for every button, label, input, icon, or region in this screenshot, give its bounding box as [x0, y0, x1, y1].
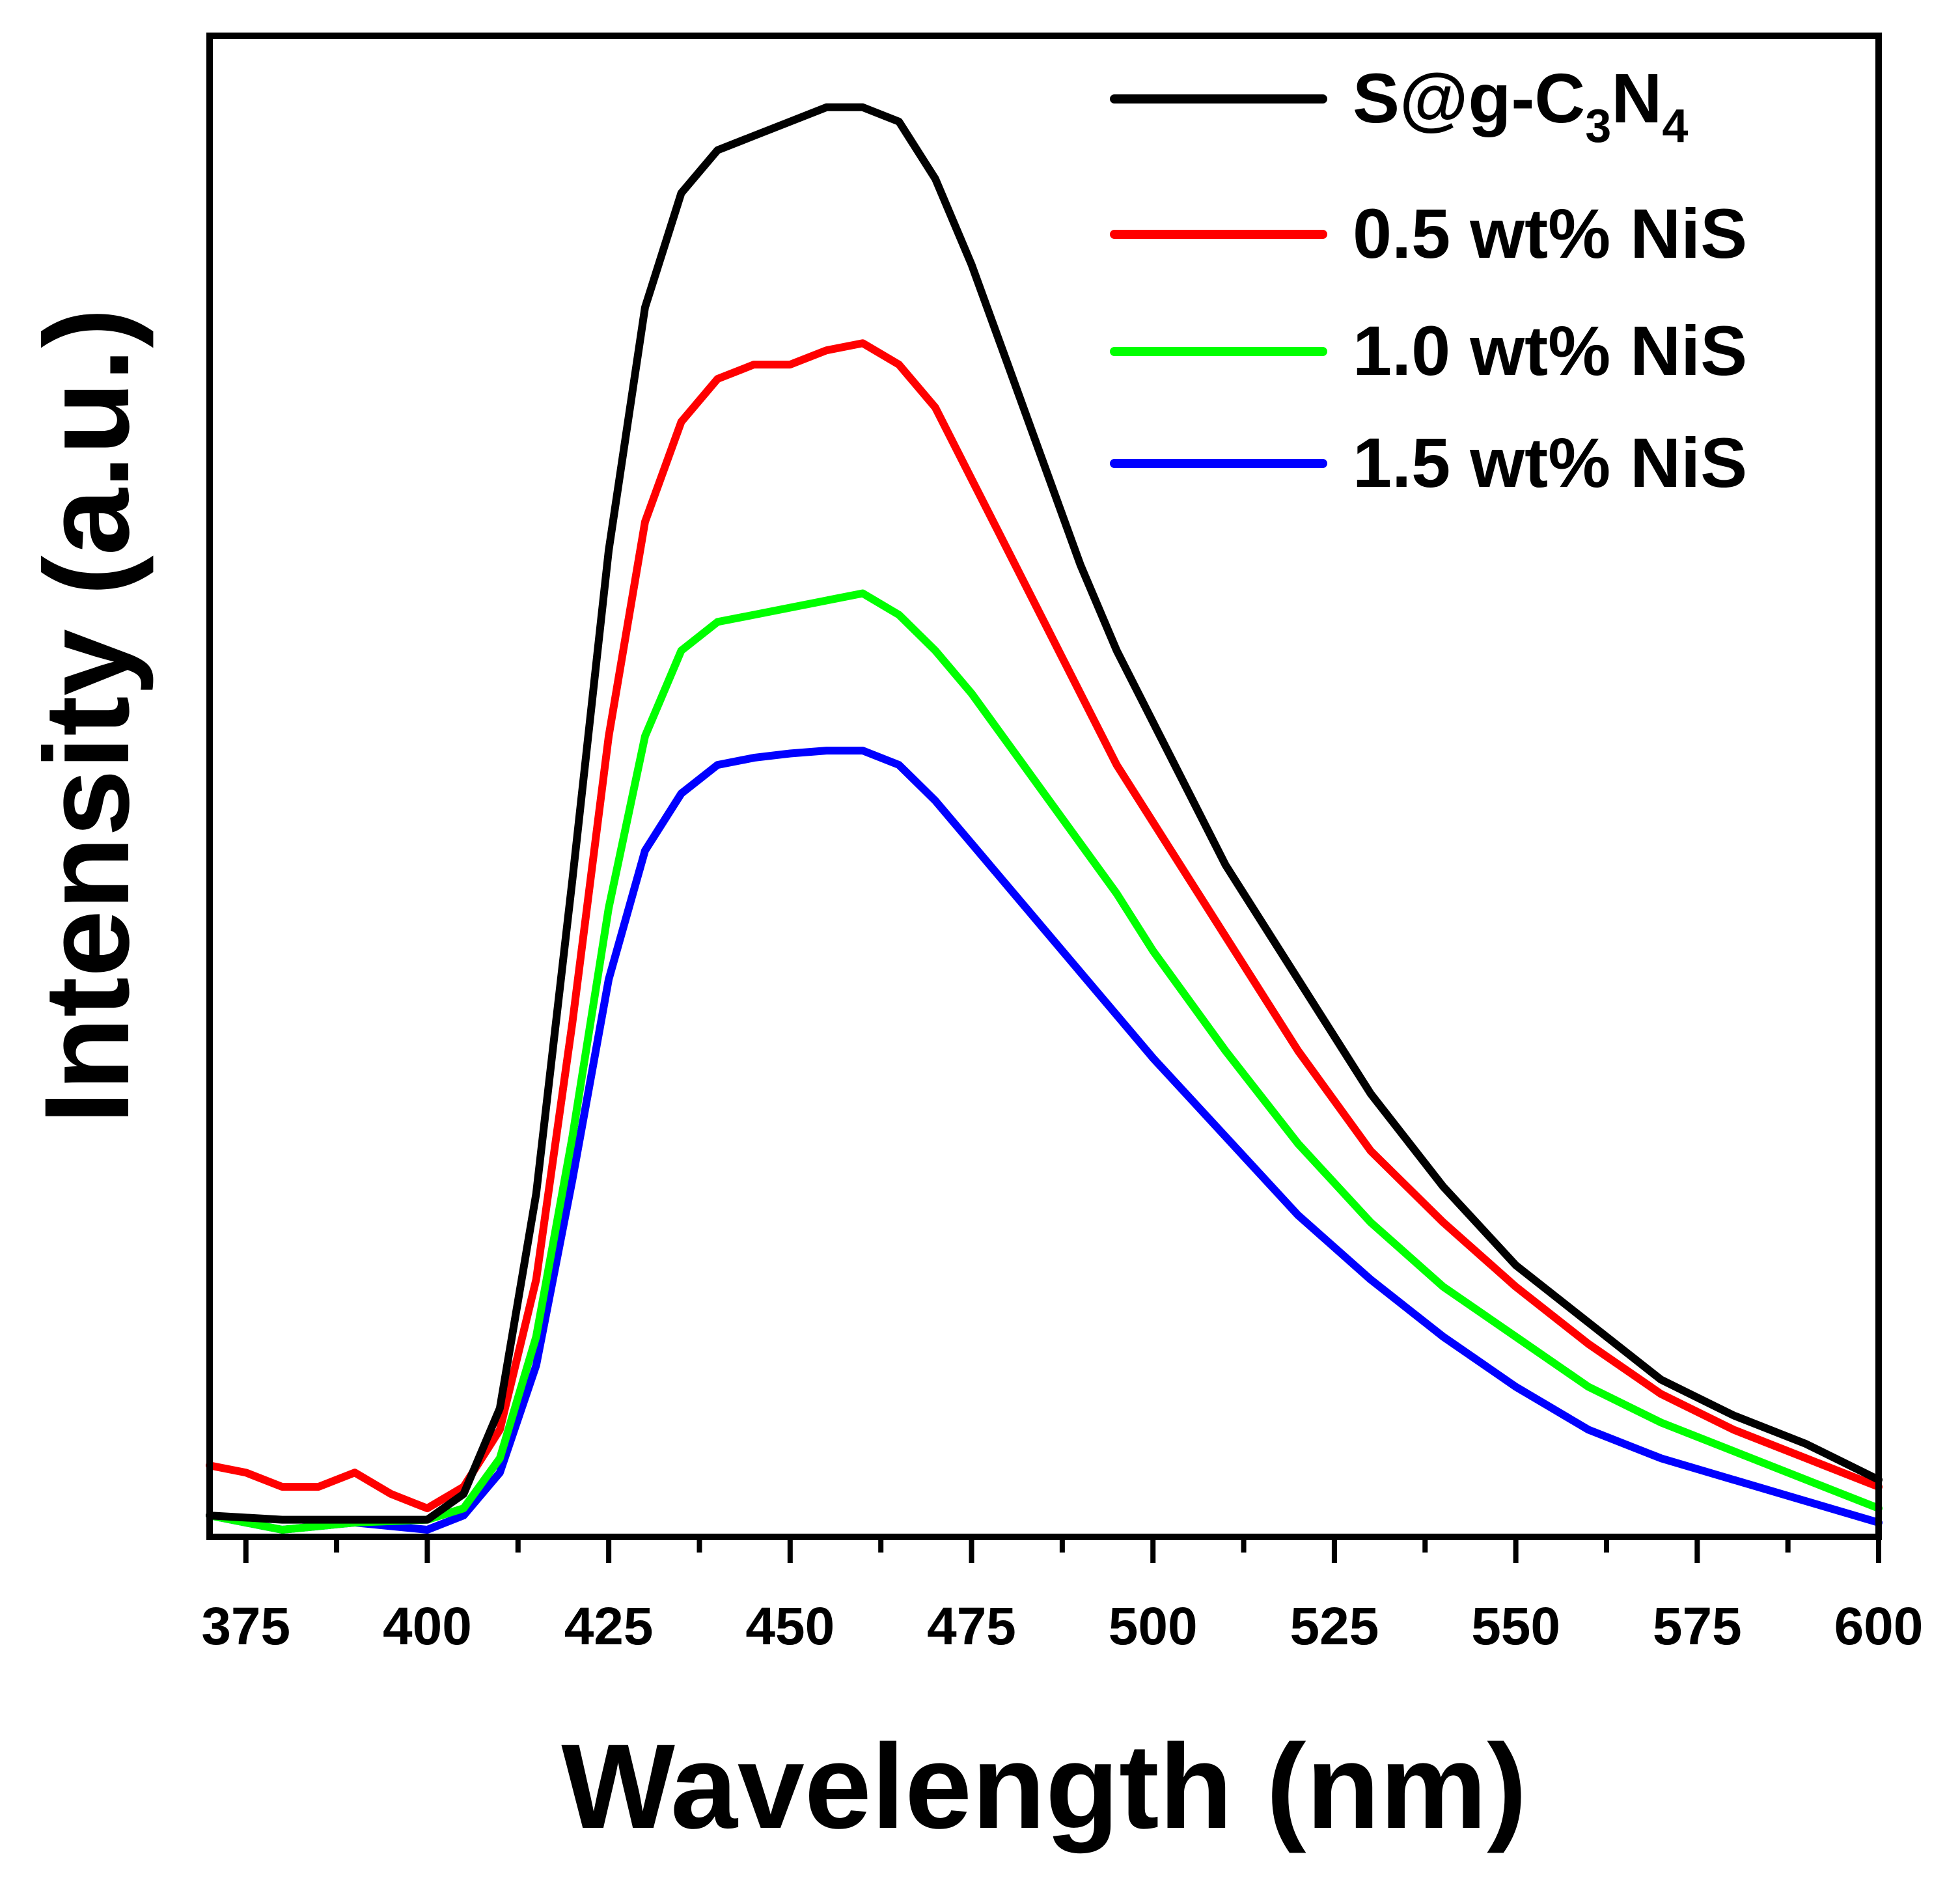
x-tick-label: 575 [1653, 1597, 1742, 1656]
x-tick-label: 525 [1290, 1597, 1379, 1656]
legend-label-0-5-wt-nis: 0.5 wt% NiS [1353, 194, 1747, 273]
legend-label-1-0-wt-nis: 1.0 wt% NiS [1353, 311, 1747, 390]
series-line-0-5-wt-nis [206, 339, 1883, 1513]
series-line-1-0-wt-nis [206, 589, 1883, 1534]
x-tick-label: 425 [564, 1597, 654, 1656]
x-tick-label: 375 [201, 1597, 290, 1656]
x-tick-label: 600 [1834, 1597, 1924, 1656]
x-tick-label: 475 [927, 1597, 1016, 1656]
x-tick-label: 450 [745, 1597, 835, 1656]
plot-frame [206, 33, 1882, 1540]
x-axis-tick-labels: 375 400 425 450 475 500 525 550 575 600 [201, 1597, 1923, 1656]
x-tick-label: 500 [1109, 1597, 1198, 1656]
x-tick-label: 400 [383, 1597, 472, 1656]
y-axis-title: Intensity (a.u.) [20, 308, 154, 1124]
series-line-s-g-c3n4 [206, 103, 1883, 1524]
x-axis-title: Wavelength (nm) [561, 1720, 1526, 1854]
legend-label-1-5-wt-nis: 1.5 wt% NiS [1353, 423, 1747, 502]
series-line-1-5-wt-nis [206, 747, 1883, 1534]
legend: S@g-C3N4 0.5 wt% NiS 1.0 wt% NiS 1.5 wt%… [1110, 59, 1747, 502]
x-axis-ticks [243, 1537, 1881, 1563]
x-tick-label: 550 [1471, 1597, 1560, 1656]
series-layer [206, 103, 1883, 1534]
legend-label-s-g-c3n4: S@g-C3N4 [1353, 59, 1688, 152]
